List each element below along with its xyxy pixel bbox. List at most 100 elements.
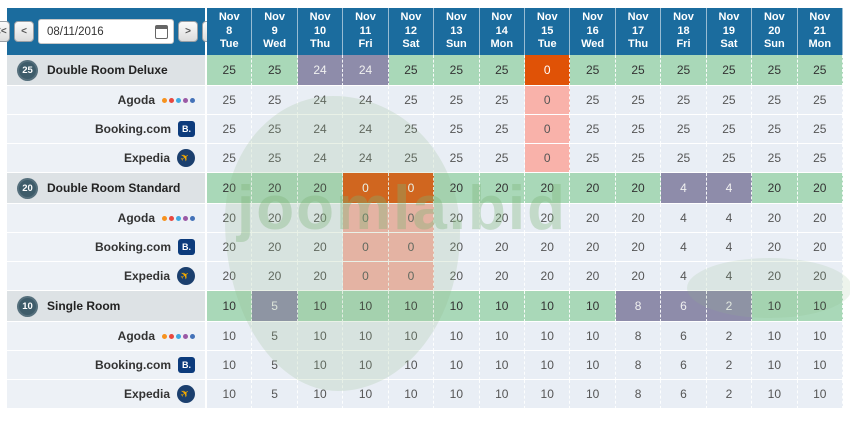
availability-cell[interactable]: 10 [434,291,480,322]
availability-cell[interactable]: 24 [343,55,389,86]
availability-cell[interactable]: 10 [524,291,571,322]
channel-availability-cell[interactable]: 10 [570,322,616,351]
prev-day-button[interactable]: < [14,21,34,42]
availability-cell[interactable]: 25 [570,55,616,86]
channel-availability-cell[interactable]: 25 [252,144,298,173]
channel-availability-cell[interactable]: 10 [797,351,843,380]
channel-availability-cell[interactable]: 25 [479,86,525,115]
channel-availability-cell[interactable]: 25 [615,144,662,173]
availability-cell[interactable]: 10 [479,291,525,322]
channel-availability-cell[interactable]: 4 [706,262,753,291]
channel-availability-cell[interactable]: 10 [570,351,616,380]
availability-cell[interactable]: 20 [524,173,571,204]
channel-availability-cell[interactable]: 2 [706,322,753,351]
calendar-icon[interactable] [155,25,168,39]
channel-availability-cell[interactable]: 10 [752,322,798,351]
channel-availability-cell[interactable]: 25 [207,144,253,173]
availability-cell[interactable]: 25 [752,55,798,86]
channel-availability-cell[interactable]: 20 [207,233,253,262]
availability-cell[interactable]: 5 [252,291,298,322]
channel-availability-cell[interactable]: 20 [615,233,662,262]
channel-availability-cell[interactable]: 10 [524,322,571,351]
channel-availability-cell[interactable]: 10 [479,380,525,409]
channel-availability-cell[interactable]: 10 [207,351,253,380]
channel-availability-cell[interactable]: 20 [297,262,344,291]
channel-availability-cell[interactable]: 20 [479,233,525,262]
channel-availability-cell[interactable]: 25 [752,86,798,115]
channel-availability-cell[interactable]: 4 [661,204,707,233]
channel-availability-cell[interactable]: 0 [524,144,571,173]
channel-availability-cell[interactable]: 10 [343,322,389,351]
availability-cell[interactable]: 25 [615,55,662,86]
channel-availability-cell[interactable]: 25 [207,115,253,144]
availability-cell[interactable]: 10 [752,291,798,322]
channel-availability-cell[interactable]: 8 [615,322,662,351]
channel-availability-cell[interactable]: 20 [479,204,525,233]
availability-cell[interactable]: 25 [252,55,298,86]
channel-availability-cell[interactable]: 25 [706,86,753,115]
channel-availability-cell[interactable]: 10 [207,380,253,409]
channel-availability-cell[interactable]: 0 [388,233,435,262]
channel-availability-cell[interactable]: 25 [479,144,525,173]
channel-availability-cell[interactable]: 20 [252,204,298,233]
channel-availability-cell[interactable]: 25 [434,115,480,144]
availability-cell[interactable]: 10 [343,291,389,322]
channel-availability-cell[interactable]: 25 [434,144,480,173]
channel-availability-cell[interactable]: 10 [388,322,435,351]
channel-availability-cell[interactable]: 20 [570,262,616,291]
channel-availability-cell[interactable]: 20 [752,204,798,233]
availability-cell[interactable]: 25 [434,55,480,86]
channel-availability-cell[interactable]: 20 [615,204,662,233]
channel-availability-cell[interactable]: 25 [797,86,843,115]
availability-cell[interactable]: 10 [388,291,435,322]
channel-availability-cell[interactable]: 10 [297,351,344,380]
channel-availability-cell[interactable]: 25 [479,115,525,144]
availability-cell[interactable]: 20 [479,173,525,204]
channel-availability-cell[interactable]: 25 [615,115,662,144]
availability-cell[interactable]: 6 [661,291,707,322]
channel-availability-cell[interactable]: 10 [434,322,480,351]
channel-availability-cell[interactable]: 10 [479,322,525,351]
availability-cell[interactable]: 10 [797,291,843,322]
channel-availability-cell[interactable]: 20 [252,262,298,291]
channel-availability-cell[interactable]: 4 [661,233,707,262]
channel-availability-cell[interactable]: 20 [524,233,571,262]
availability-cell[interactable]: 0 [388,173,435,204]
channel-availability-cell[interactable]: 20 [752,262,798,291]
channel-availability-cell[interactable]: 25 [797,115,843,144]
channel-availability-cell[interactable]: 20 [207,262,253,291]
channel-availability-cell[interactable]: 24 [343,144,389,173]
availability-cell[interactable]: 4 [706,173,753,204]
next-day-button[interactable]: > [178,21,198,42]
channel-availability-cell[interactable]: 10 [797,322,843,351]
channel-availability-cell[interactable]: 10 [388,351,435,380]
channel-availability-cell[interactable]: 25 [661,115,707,144]
channel-availability-cell[interactable]: 10 [434,380,480,409]
channel-availability-cell[interactable]: 10 [207,322,253,351]
channel-availability-cell[interactable]: 0 [343,204,389,233]
channel-availability-cell[interactable]: 20 [434,204,480,233]
channel-availability-cell[interactable]: 8 [615,380,662,409]
channel-availability-cell[interactable]: 24 [343,115,389,144]
channel-availability-cell[interactable]: 10 [434,351,480,380]
channel-availability-cell[interactable]: 2 [706,380,753,409]
channel-availability-cell[interactable]: 5 [252,322,298,351]
channel-availability-cell[interactable]: 20 [797,204,843,233]
channel-availability-cell[interactable]: 25 [661,144,707,173]
channel-availability-cell[interactable]: 25 [434,86,480,115]
channel-availability-cell[interactable]: 0 [524,86,571,115]
channel-availability-cell[interactable]: 10 [343,380,389,409]
availability-cell[interactable]: 25 [706,55,753,86]
channel-availability-cell[interactable]: 25 [615,86,662,115]
channel-availability-cell[interactable]: 25 [752,115,798,144]
availability-cell[interactable]: 24 [297,55,344,86]
channel-availability-cell[interactable]: 20 [434,262,480,291]
channel-availability-cell[interactable]: 0 [388,262,435,291]
availability-cell[interactable]: 25 [207,55,253,86]
channel-availability-cell[interactable]: 6 [661,322,707,351]
channel-availability-cell[interactable]: 25 [388,86,435,115]
channel-availability-cell[interactable]: 10 [479,351,525,380]
availability-cell[interactable]: 20 [297,173,344,204]
availability-cell[interactable]: 2 [706,291,753,322]
channel-availability-cell[interactable]: 20 [479,262,525,291]
